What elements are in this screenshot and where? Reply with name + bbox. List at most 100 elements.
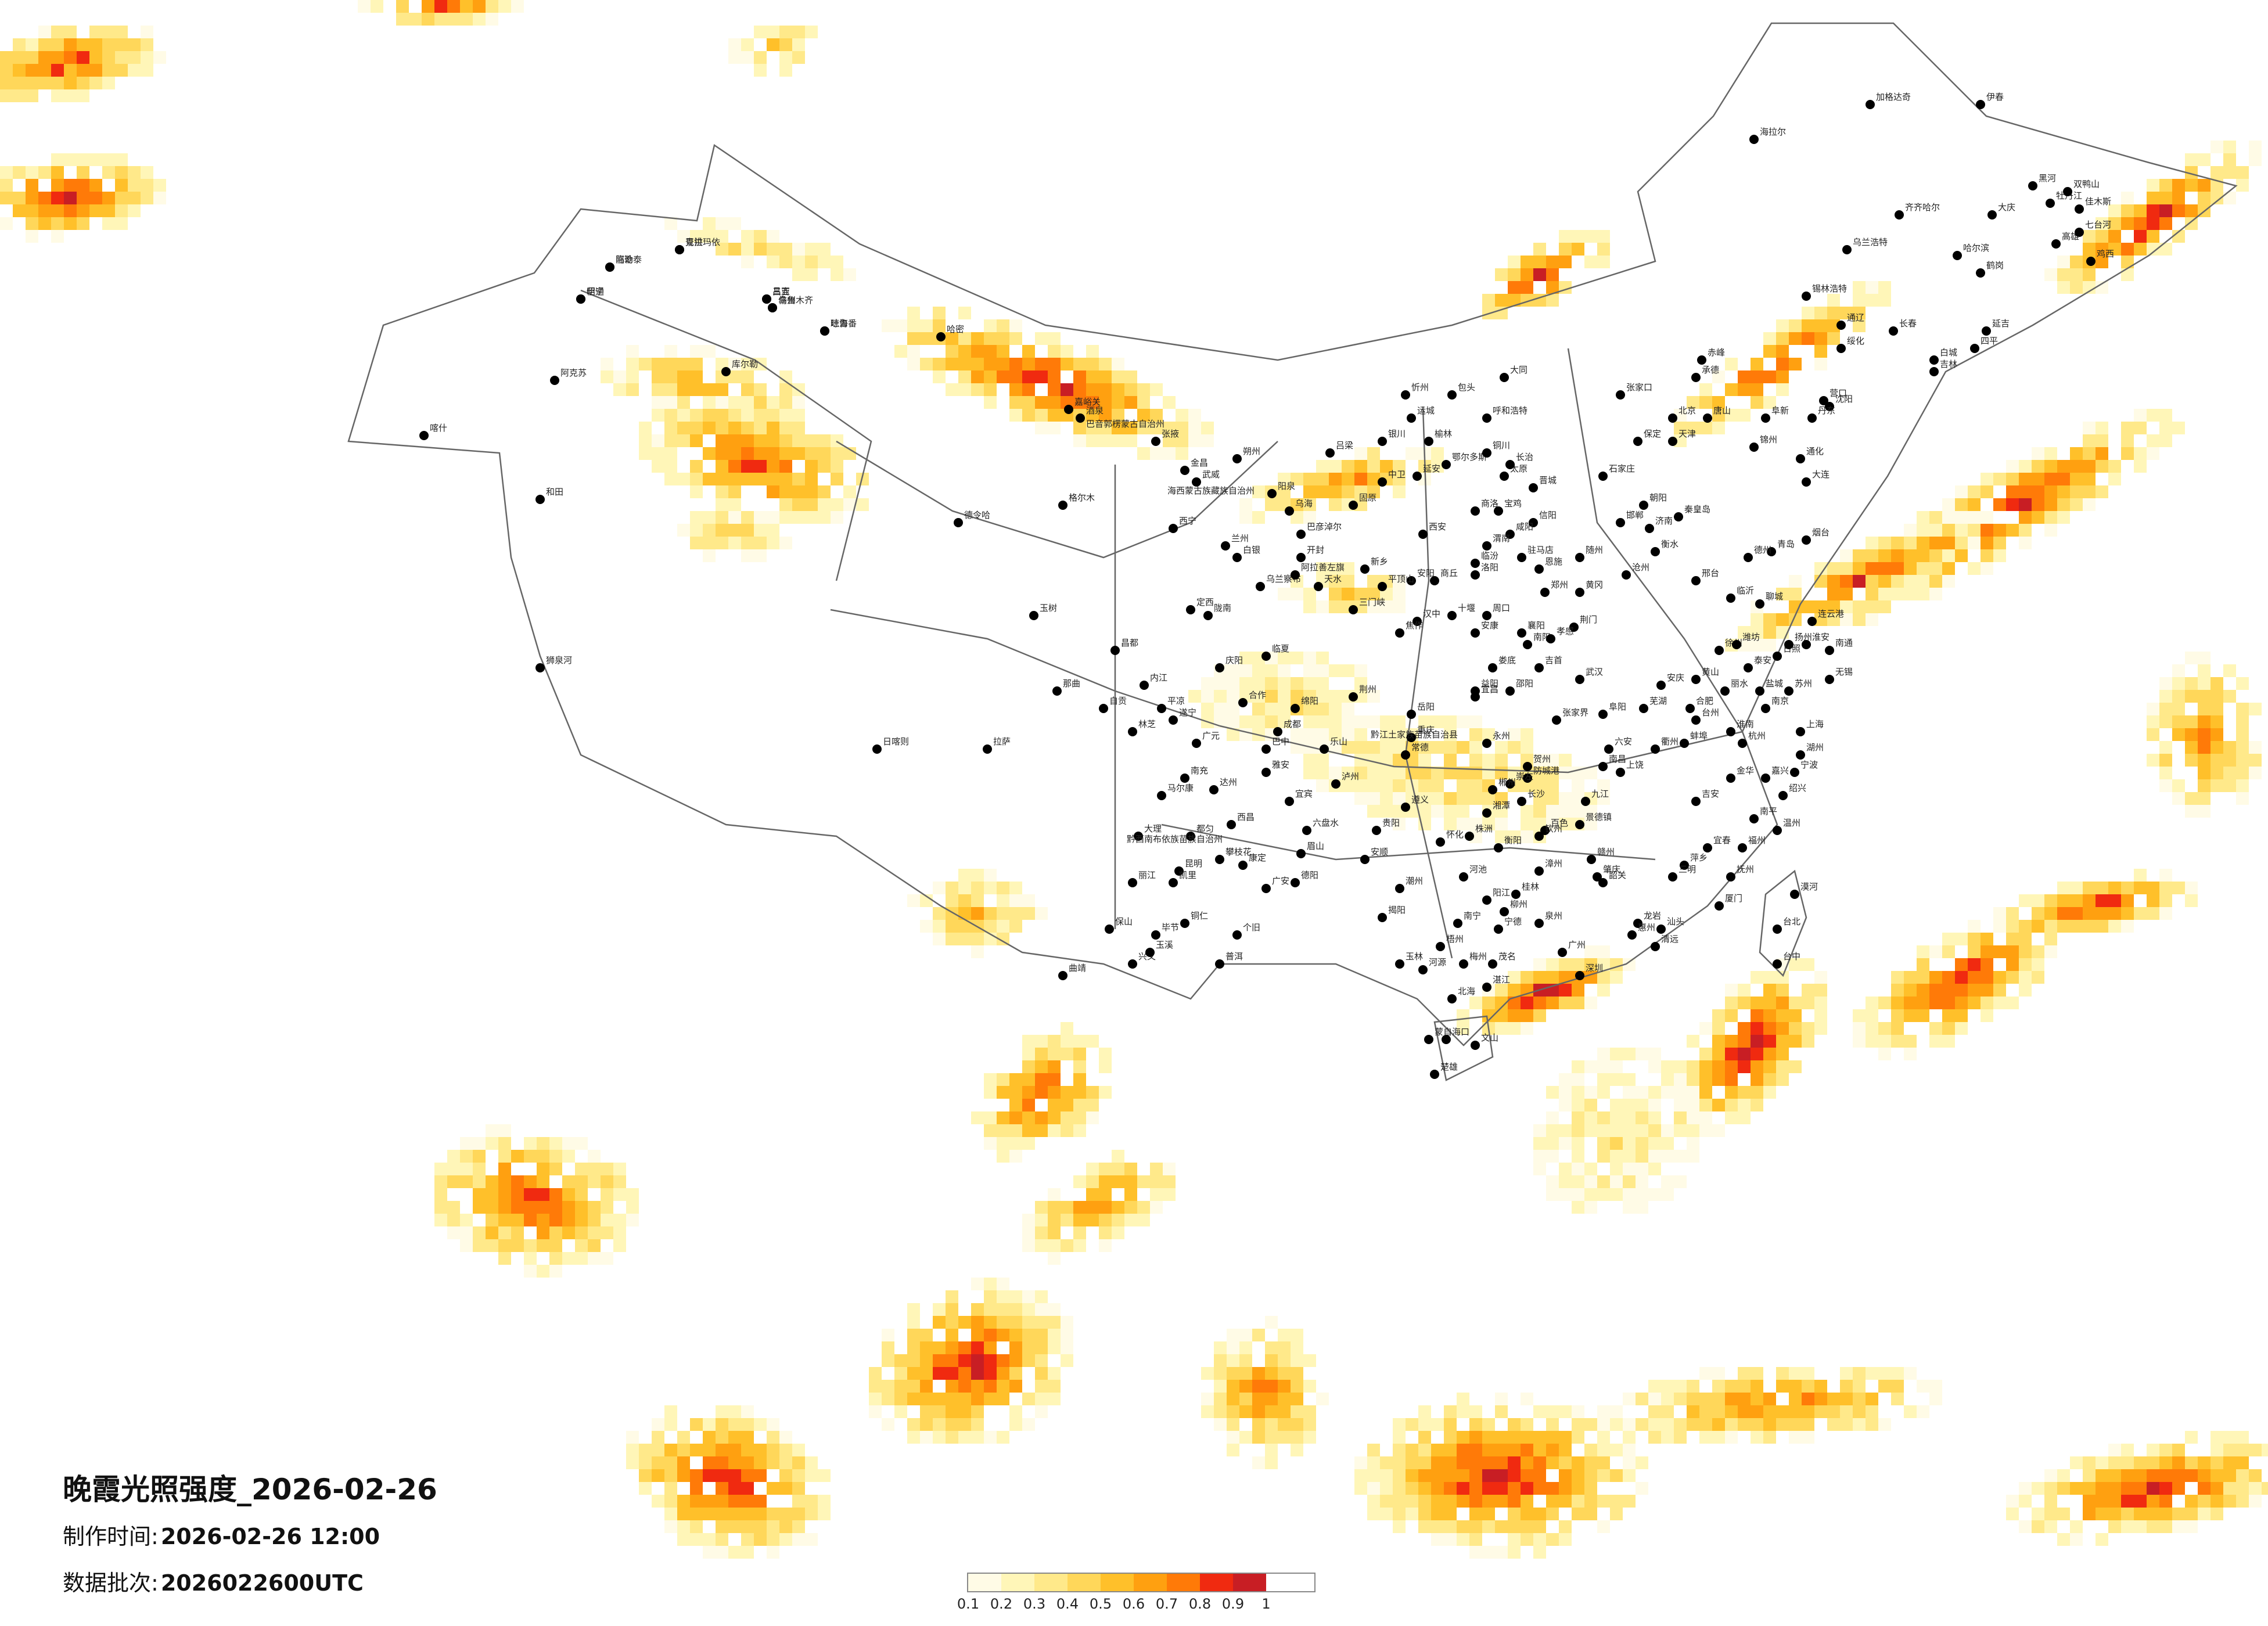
intensity-cell [1354,754,1367,767]
intensity-cell [792,1533,805,1546]
city-label: 安康 [1481,620,1498,631]
intensity-cell [1048,1239,1061,1252]
intensity-cell [716,1533,728,1546]
intensity-cell [524,1201,537,1214]
city-marker [1401,803,1410,812]
intensity-cell [716,383,728,396]
intensity-cell [1751,1086,1763,1099]
city-marker [1447,994,1457,1003]
intensity-cell [1751,358,1763,370]
city-marker [1866,100,1875,109]
city-marker [1517,797,1526,806]
intensity-cell [1763,1405,1776,1418]
intensity-cell [907,1418,920,1431]
intensity-cell [1227,690,1239,703]
intensity-cell [1827,575,1840,588]
city-marker [1378,913,1387,922]
intensity-cell [1048,1367,1061,1380]
intensity-cell [1725,1405,1738,1418]
intensity-cell [997,1303,1009,1316]
intensity-cell [779,434,792,447]
intensity-cell [1508,1009,1521,1022]
intensity-cell [843,498,856,511]
city-label: 兰州 [1231,533,1249,544]
intensity-cell [779,511,792,524]
intensity-cell [1303,1380,1316,1393]
intensity-cell [1636,1099,1648,1111]
intensity-cell [1291,1431,1303,1444]
intensity-cell [1942,524,1955,537]
intensity-cell [77,89,89,102]
intensity-cell [2096,1469,2108,1482]
city-marker [1169,715,1178,725]
intensity-cell [2019,498,2032,511]
intensity-cell [1291,1418,1303,1431]
intensity-cell [1942,498,1955,511]
intensity-cell [1252,1380,1265,1393]
intensity-cell [1661,1175,1674,1188]
city-marker [1169,524,1178,533]
intensity-cell [1316,460,1329,473]
intensity-cell [1508,281,1521,294]
intensity-cell [1009,920,1022,933]
intensity-cell [51,230,64,243]
intensity-cell [1610,1124,1623,1137]
intensity-cell [2096,460,2108,473]
intensity-cell [1431,805,1444,818]
intensity-cell [946,358,958,370]
intensity-cell [1546,997,1559,1009]
intensity-cell [1776,997,1789,1009]
intensity-cell [1291,677,1303,690]
city-marker [1668,413,1677,423]
intensity-cell [1699,1405,1712,1418]
intensity-cell [549,1252,562,1265]
intensity-cell [51,64,64,77]
city-marker [1505,779,1515,789]
intensity-cell [2185,792,2198,805]
intensity-cell [920,1393,933,1405]
city-label: 昭通 [587,286,604,297]
city-marker [2075,204,2084,214]
intensity-cell [792,1482,805,1495]
intensity-cell [716,473,728,485]
intensity-cell [1878,997,1891,1009]
intensity-cell [1687,396,1699,409]
city-label: 乌兰浩特 [1853,237,1888,247]
intensity-cell [728,1546,741,1559]
intensity-cell [1393,600,1406,613]
city-marker [1215,855,1224,864]
legend-swatch [1200,1574,1233,1591]
city-label: 运城 [1417,405,1435,416]
intensity-cell [2185,217,2198,230]
intensity-cell [1725,1099,1738,1111]
intensity-cell [1163,396,1176,409]
intensity-cell [1942,971,1955,984]
legend-swatch [1034,1574,1067,1591]
intensity-cell [549,1265,562,1278]
intensity-cell [1559,1495,1572,1508]
intensity-cell [907,894,920,907]
intensity-cell [1495,1009,1508,1022]
city-marker [1546,634,1555,643]
intensity-cell [1712,1022,1725,1035]
intensity-cell [2198,703,2211,715]
intensity-cell [984,1278,997,1290]
intensity-cell [1699,1393,1712,1405]
city-marker [1987,210,1997,220]
intensity-cell [1968,524,1981,537]
intensity-cell [1150,1163,1163,1175]
city-marker [1424,1035,1433,1044]
city-marker [1128,727,1137,736]
intensity-cell [1022,345,1035,358]
intensity-cell [664,1508,677,1520]
intensity-cell [1418,792,1431,805]
intensity-cell [1751,1099,1763,1111]
intensity-cell [741,1482,754,1495]
intensity-cell [51,192,64,204]
city-label: 泉州 [1545,911,1562,921]
intensity-cell [153,51,166,64]
city-label: 永州 [1493,731,1510,741]
intensity-cell [703,511,716,524]
intensity-cell [1546,1137,1559,1150]
intensity-cell [1929,575,1942,588]
